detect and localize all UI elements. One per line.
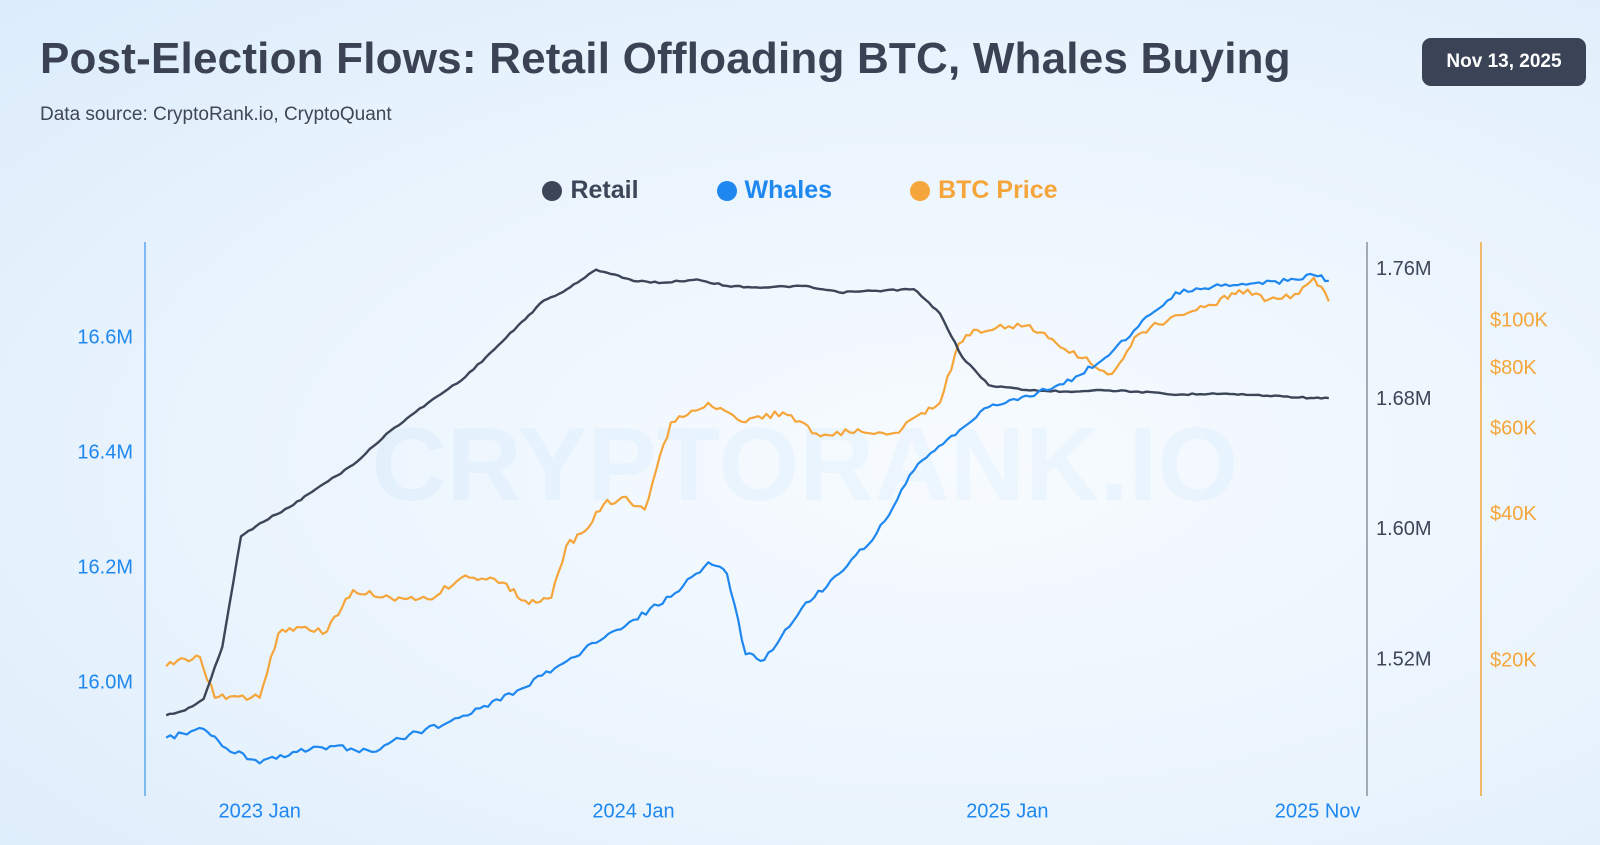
left-axis-tick-label: 16.4M [77,441,133,463]
legend-dot-whales [716,180,737,201]
legend-label-btc-price: BTC Price [938,176,1058,204]
x-axis-tick-label: 2025 Jan [966,800,1048,822]
legend-item-whales[interactable]: Whales [716,176,833,205]
legend-item-btc-price[interactable]: BTC Price [910,176,1058,205]
chart-legend: Retail Whales BTC Price [0,176,1600,205]
series-line-retail [165,268,1329,717]
btc-axis-tick-label: $60K [1490,417,1537,439]
legend-dot-btc-price [910,180,931,201]
btc-axis-tick-label: $100K [1490,310,1548,332]
btc-axis-tick-label: $40K [1490,503,1537,525]
right-axis-tick-label: 1.60M [1376,518,1432,540]
series-line-whales [165,272,1329,765]
x-axis-tick-label: 2023 Jan [219,800,301,822]
x-axis-tick-label: 2025 Nov [1275,800,1361,822]
legend-label-retail: Retail [570,176,639,204]
watermark-text: CRYPTORANK.IO [372,407,1239,523]
data-source-subtitle: Data source: CryptoRank.io, CryptoQuant [40,104,392,125]
left-axis-tick-label: 16.2M [77,556,133,578]
right-axis-tick-label: 1.68M [1376,388,1432,410]
legend-dot-retail [542,180,563,201]
left-axis-tick-label: 16.6M [77,327,133,349]
btc-axis-tick-label: $20K [1490,649,1537,671]
page-title: Post-Election Flows: Retail Offloading B… [40,34,1291,83]
legend-item-retail[interactable]: Retail [542,176,639,205]
legend-label-whales: Whales [744,176,833,204]
right-axis-tick-label: 1.52M [1376,648,1432,670]
right-axis-tick-label: 1.76M [1376,258,1432,280]
btc-axis-tick-label: $80K [1490,357,1537,379]
left-axis-tick-label: 16.0M [77,671,133,693]
date-badge: Nov 13, 2025 [1422,38,1586,86]
x-axis-tick-label: 2024 Jan [592,800,674,822]
series-line-btc-price [165,276,1330,701]
